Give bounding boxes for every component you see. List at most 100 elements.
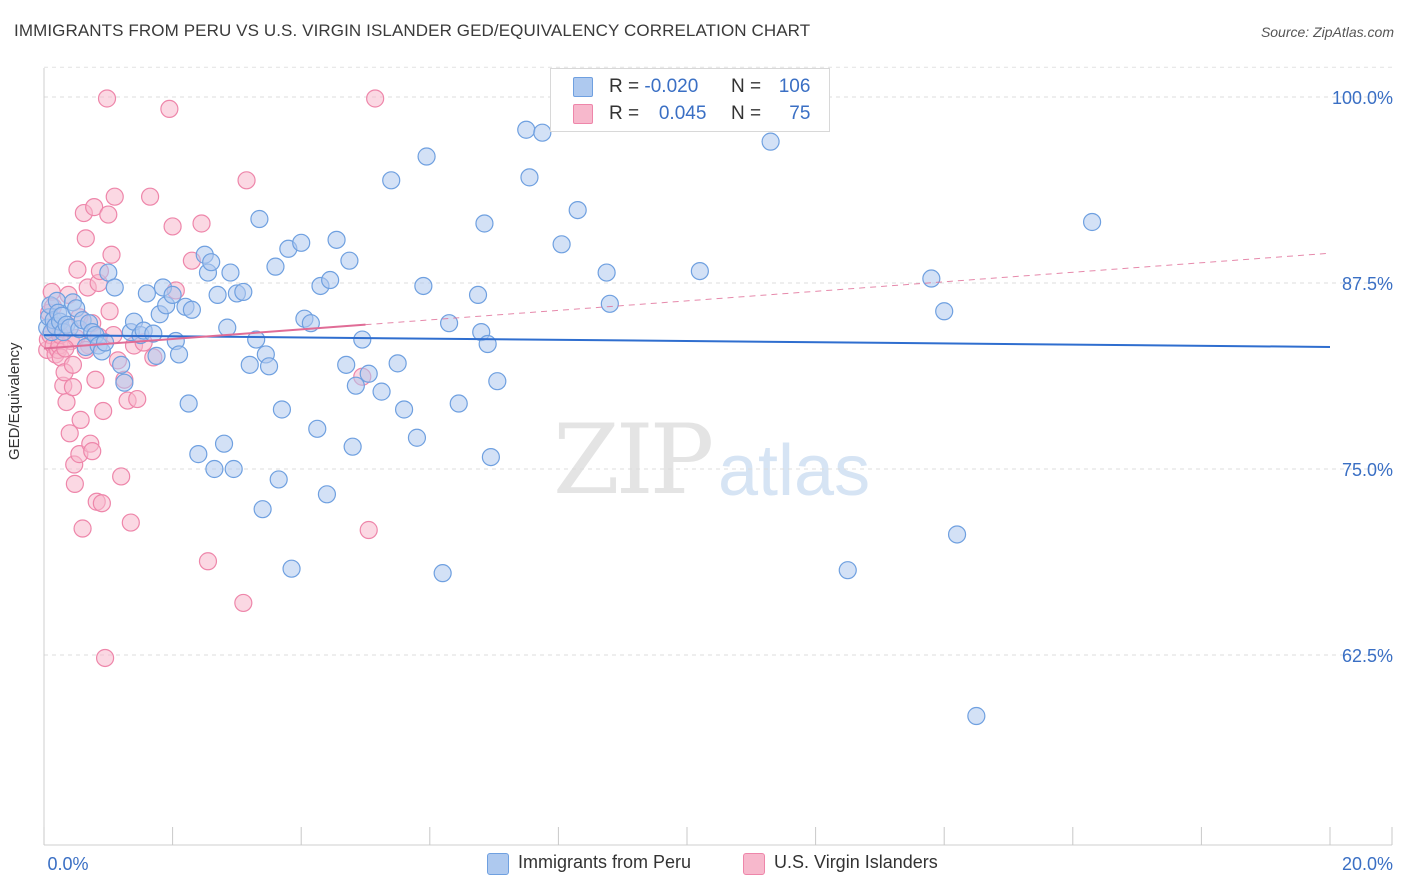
point-virgin-islanders	[68, 260, 87, 279]
point-peru	[568, 200, 587, 220]
y-tick-label: 75.0%	[1342, 460, 1393, 480]
point-peru	[327, 230, 346, 249]
point-peru	[533, 123, 552, 142]
point-peru	[517, 120, 536, 139]
point-peru	[250, 209, 269, 229]
point-peru	[269, 470, 288, 489]
point-peru	[343, 437, 362, 456]
point-peru	[935, 302, 954, 321]
point-virgin-islanders	[97, 89, 117, 108]
point-virgin-islanders	[163, 217, 182, 236]
point-peru	[266, 257, 285, 276]
point-virgin-islanders	[140, 187, 160, 206]
point-virgin-islanders	[112, 467, 131, 486]
legend-swatch-virgin-islanders	[743, 853, 765, 875]
point-virgin-islanders	[160, 99, 179, 119]
legend-label-virgin-islanders: U.S. Virgin Islanders	[774, 852, 938, 872]
point-peru	[761, 132, 780, 151]
point-virgin-islanders	[237, 171, 256, 190]
r-label: R =	[609, 103, 640, 124]
point-virgin-islanders	[94, 401, 113, 421]
point-peru	[468, 285, 488, 305]
point-peru	[282, 559, 301, 578]
point-peru	[359, 364, 378, 383]
point-peru	[240, 355, 259, 374]
watermark-atlas: atlas	[718, 431, 871, 511]
point-virgin-islanders	[366, 89, 385, 108]
point-peru	[690, 261, 709, 281]
point-peru	[234, 282, 253, 302]
point-peru	[189, 445, 208, 464]
axes	[43, 68, 1393, 846]
point-peru	[179, 394, 198, 413]
point-virgin-islanders	[86, 370, 105, 389]
point-virgin-islanders	[105, 187, 124, 206]
point-peru	[417, 147, 436, 166]
point-peru	[520, 168, 539, 187]
point-virgin-islanders	[92, 494, 111, 513]
point-peru	[337, 355, 356, 374]
y-tick-label: 62.5%	[1342, 646, 1393, 666]
n-value-virgin-islanders: 75	[789, 103, 811, 124]
legend-swatch-peru	[573, 77, 593, 97]
point-virgin-islanders	[73, 519, 92, 538]
point-virgin-islanders	[95, 648, 115, 668]
point-peru	[475, 214, 494, 233]
point-virgin-islanders	[198, 552, 218, 571]
y-tick-label: 100.0%	[1332, 88, 1393, 108]
point-peru	[407, 428, 427, 447]
point-peru	[169, 345, 189, 364]
y-axis-label: GED/Equivalency	[6, 342, 23, 460]
point-peru	[382, 171, 401, 190]
point-virgin-islanders	[121, 513, 140, 532]
data-points	[38, 89, 1102, 726]
trend-line-virgin-islanders	[43, 323, 366, 350]
point-virgin-islanders	[60, 424, 79, 443]
watermark-zip: ZIP	[553, 404, 714, 516]
point-peru	[144, 324, 163, 343]
point-peru	[221, 263, 240, 282]
point-peru	[163, 285, 182, 305]
point-virgin-islanders	[85, 198, 104, 217]
point-virgin-islanders	[234, 593, 253, 613]
x-tick-label: 0.0%	[47, 854, 88, 874]
point-virgin-islanders	[192, 214, 211, 233]
point-peru	[105, 278, 124, 297]
point-peru	[372, 382, 391, 401]
legend-swatch-peru	[487, 853, 509, 875]
point-peru	[488, 372, 507, 391]
trend-lines	[43, 252, 1331, 350]
point-peru	[947, 525, 967, 544]
point-peru	[597, 263, 616, 282]
point-peru	[439, 314, 459, 333]
point-peru	[321, 270, 340, 290]
point-peru	[259, 357, 279, 376]
n-label: N =	[731, 76, 762, 97]
point-peru	[600, 294, 619, 313]
point-peru	[481, 447, 500, 467]
r-value-virgin-islanders: 0.045	[658, 103, 707, 124]
point-virgin-islanders	[71, 410, 90, 429]
legend-swatch-virgin-islanders	[573, 104, 593, 124]
trend-line-peru	[43, 334, 1331, 348]
point-virgin-islanders	[63, 355, 83, 374]
point-peru	[922, 269, 941, 288]
point-peru	[115, 373, 134, 392]
point-virgin-islanders	[99, 205, 118, 224]
point-peru	[112, 355, 131, 374]
point-peru	[449, 394, 468, 413]
point-peru	[224, 459, 243, 479]
point-virgin-islanders	[56, 339, 75, 358]
point-peru	[253, 500, 272, 519]
n-label: N =	[731, 103, 762, 124]
point-peru	[202, 253, 221, 272]
point-peru	[433, 564, 452, 583]
tick-labels: 100.0% 87.5% 75.0% 62.5% 0.0% 20.0%	[47, 88, 1393, 874]
point-peru	[205, 459, 224, 479]
point-peru	[208, 285, 227, 305]
point-virgin-islanders	[100, 302, 119, 321]
point-peru	[552, 235, 571, 254]
point-peru	[967, 706, 986, 726]
r-label: R =	[609, 76, 640, 97]
trend-line-virgin-islanders-extension	[365, 252, 1331, 326]
